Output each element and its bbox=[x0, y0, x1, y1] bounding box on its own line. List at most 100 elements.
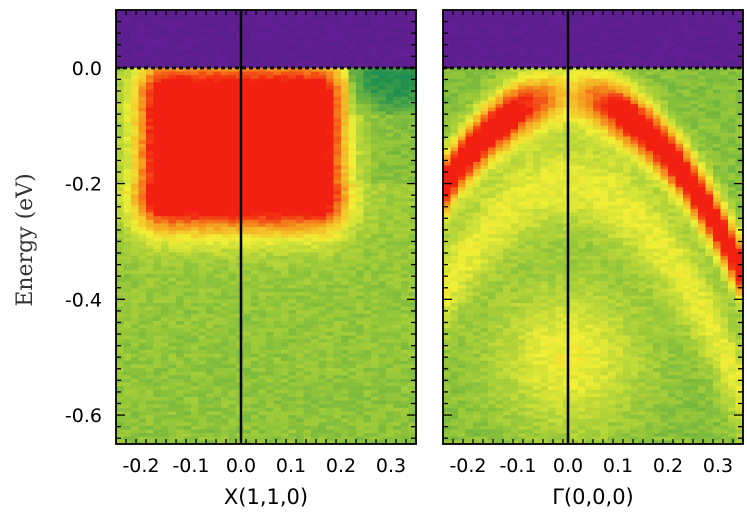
heatmap-cell bbox=[123, 230, 132, 235]
heatmap-cell bbox=[296, 194, 305, 199]
heatmap-cell bbox=[356, 107, 365, 112]
heatmap-cell bbox=[221, 107, 230, 112]
heatmap-cell bbox=[378, 75, 387, 80]
heatmap-cell bbox=[333, 324, 342, 329]
heatmap-cell bbox=[363, 255, 372, 261]
heatmap-cell bbox=[386, 78, 395, 83]
heatmap-cell bbox=[296, 93, 305, 98]
heatmap-cell bbox=[288, 234, 297, 239]
heatmap-cell bbox=[311, 411, 320, 416]
heatmap-cell bbox=[168, 190, 177, 196]
heatmap-cell bbox=[221, 179, 230, 185]
heatmap-cell bbox=[221, 183, 230, 188]
heatmap-cell bbox=[258, 295, 267, 300]
heatmap-cell bbox=[221, 440, 230, 445]
heatmap-cell bbox=[303, 154, 312, 159]
heatmap-cell bbox=[356, 82, 365, 87]
heatmap-cell bbox=[153, 78, 162, 83]
heatmap-cell bbox=[341, 104, 350, 109]
heatmap-cell bbox=[378, 349, 387, 355]
heatmap-cell bbox=[326, 82, 335, 87]
heatmap-cell bbox=[288, 302, 297, 308]
heatmap-cell bbox=[371, 93, 380, 98]
heatmap-cell bbox=[326, 60, 335, 65]
heatmap-cell bbox=[251, 78, 260, 83]
heatmap-cell bbox=[273, 404, 282, 409]
heatmap-cell bbox=[258, 165, 267, 170]
heatmap-cell bbox=[318, 375, 327, 380]
heatmap-cell bbox=[281, 147, 290, 152]
heatmap-cell bbox=[356, 245, 365, 250]
heatmap-cell bbox=[183, 143, 192, 149]
heatmap-cell bbox=[146, 393, 155, 398]
heatmap-cell bbox=[333, 24, 342, 29]
heatmap-cell bbox=[273, 42, 282, 47]
heatmap-cell bbox=[288, 129, 297, 134]
heatmap-cell bbox=[221, 136, 230, 141]
heatmap-cell bbox=[123, 415, 132, 420]
heatmap-cell bbox=[123, 179, 132, 185]
heatmap-cell bbox=[326, 179, 335, 185]
heatmap-cell bbox=[213, 389, 222, 394]
heatmap-cell bbox=[326, 42, 335, 47]
heatmap-cell bbox=[408, 415, 417, 420]
heatmap-cell bbox=[386, 302, 395, 308]
heatmap-cell bbox=[281, 227, 290, 232]
heatmap-cell bbox=[378, 147, 387, 152]
heatmap-cell bbox=[378, 274, 387, 279]
heatmap-cell bbox=[303, 368, 312, 373]
heatmap-cell bbox=[161, 143, 170, 149]
heatmap-cell bbox=[243, 418, 252, 423]
heatmap-cell bbox=[386, 364, 395, 369]
heatmap-cell bbox=[363, 198, 372, 203]
heatmap-cell bbox=[333, 100, 342, 105]
heatmap-cell bbox=[311, 60, 320, 65]
heatmap-cell bbox=[258, 404, 267, 409]
heatmap-cell bbox=[138, 78, 147, 83]
heatmap-cell bbox=[266, 237, 275, 243]
heatmap-cell bbox=[311, 114, 320, 120]
heatmap-cell bbox=[206, 436, 215, 441]
heatmap-cell bbox=[206, 299, 215, 304]
heatmap-cell bbox=[176, 292, 185, 297]
heatmap-cell bbox=[363, 306, 372, 311]
heatmap-cell bbox=[288, 172, 297, 177]
heatmap-cell bbox=[266, 125, 275, 130]
heatmap-cell bbox=[123, 140, 132, 145]
heatmap-cell bbox=[281, 248, 290, 253]
heatmap-cell bbox=[371, 38, 380, 44]
heatmap-cell bbox=[191, 190, 200, 196]
heatmap-cell bbox=[273, 342, 282, 347]
heatmap-cell bbox=[183, 259, 192, 264]
heatmap-cell bbox=[228, 364, 237, 369]
heatmap-cell bbox=[183, 310, 192, 315]
heatmap-cell bbox=[251, 46, 260, 51]
heatmap-cell bbox=[341, 252, 350, 257]
heatmap-cell bbox=[393, 147, 402, 152]
heatmap-cell bbox=[288, 38, 297, 44]
heatmap-cell bbox=[303, 158, 312, 163]
heatmap-cell bbox=[318, 230, 327, 235]
heatmap-cell bbox=[311, 404, 320, 409]
heatmap-cell bbox=[266, 140, 275, 145]
heatmap-cell bbox=[363, 96, 372, 102]
heatmap-cell bbox=[273, 179, 282, 185]
heatmap-cell bbox=[281, 255, 290, 261]
heatmap-cell bbox=[138, 165, 147, 170]
heatmap-cell bbox=[326, 107, 335, 112]
heatmap-cell bbox=[116, 169, 125, 174]
heatmap-cell bbox=[153, 400, 162, 405]
heatmap-cell bbox=[123, 263, 132, 268]
heatmap-cell bbox=[408, 349, 417, 355]
heatmap-cell bbox=[311, 277, 320, 282]
heatmap-cell bbox=[296, 248, 305, 253]
heatmap-cell bbox=[356, 190, 365, 196]
heatmap-cell bbox=[206, 104, 215, 109]
heatmap-cell bbox=[356, 302, 365, 308]
heatmap-cell bbox=[176, 46, 185, 51]
heatmap-cell bbox=[221, 302, 230, 308]
heatmap-cell bbox=[183, 346, 192, 351]
heatmap-cell bbox=[243, 10, 252, 15]
heatmap-cell bbox=[333, 378, 342, 384]
heatmap-cell bbox=[401, 57, 410, 62]
